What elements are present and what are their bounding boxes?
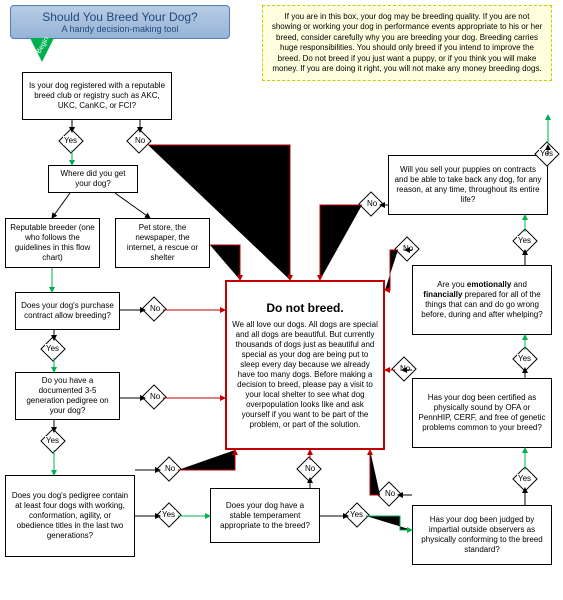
node-prepared: Are you emotionally and financially prep… [412,265,552,335]
dnb-body: We all love our dogs. All dogs are speci… [231,320,379,430]
label-no: No [384,489,396,498]
node-contract: Does your dog's purchase contract allow … [15,292,120,330]
label-no: No [134,136,146,145]
node-petstore: Pet store, the newspaper, the internet, … [115,218,210,268]
title-box: Should You Breed Your Dog? A handy decis… [10,5,230,39]
label-no: No [402,244,414,253]
label-yes: Yes [161,510,176,519]
label-no: No [399,364,411,373]
label-yes: Yes [63,136,78,145]
label-yes: Yes [349,510,364,519]
label-yes: Yes [517,474,532,483]
quality-box: If you are in this box, your dog may be … [262,5,552,81]
node-breeder: Reputable breeder (one who follows the g… [5,218,100,268]
node-where: Where did you get your dog? [48,165,138,193]
node-registered: Is your dog registered with a reputable … [22,72,172,120]
label-yes: Yes [45,436,60,445]
label-no: No [164,464,176,473]
node-judged: Has your dog been judged by impartial ou… [412,505,552,565]
label-no: No [366,199,378,208]
quality-text: If you are in this box, your dog may be … [272,12,542,73]
node-do-not-breed: Do not breed. We all love our dogs. All … [225,280,385,450]
label-no: No [149,392,161,401]
label-no: No [304,464,316,473]
node-certified: Has your dog been certified as physicall… [412,378,552,448]
label-no: No [149,304,161,313]
label-yes: Yes [517,354,532,363]
label-yes: Yes [45,344,60,353]
node-sell: Will you sell your puppies on contracts … [388,155,548,215]
node-pedigree: Do you have a documented 3-5 generation … [15,372,120,420]
dnb-title: Do not breed. [266,301,343,316]
title-main: Should You Breed Your Dog? [19,10,221,24]
node-temperament: Does your dog have a stable temperament … [210,488,320,543]
label-yes: Yes [517,236,532,245]
label-yes: Yes [539,149,554,158]
title-sub: A handy decision-making tool [19,24,221,34]
node-titles: Does you dog's pedigree contain at least… [5,475,135,557]
